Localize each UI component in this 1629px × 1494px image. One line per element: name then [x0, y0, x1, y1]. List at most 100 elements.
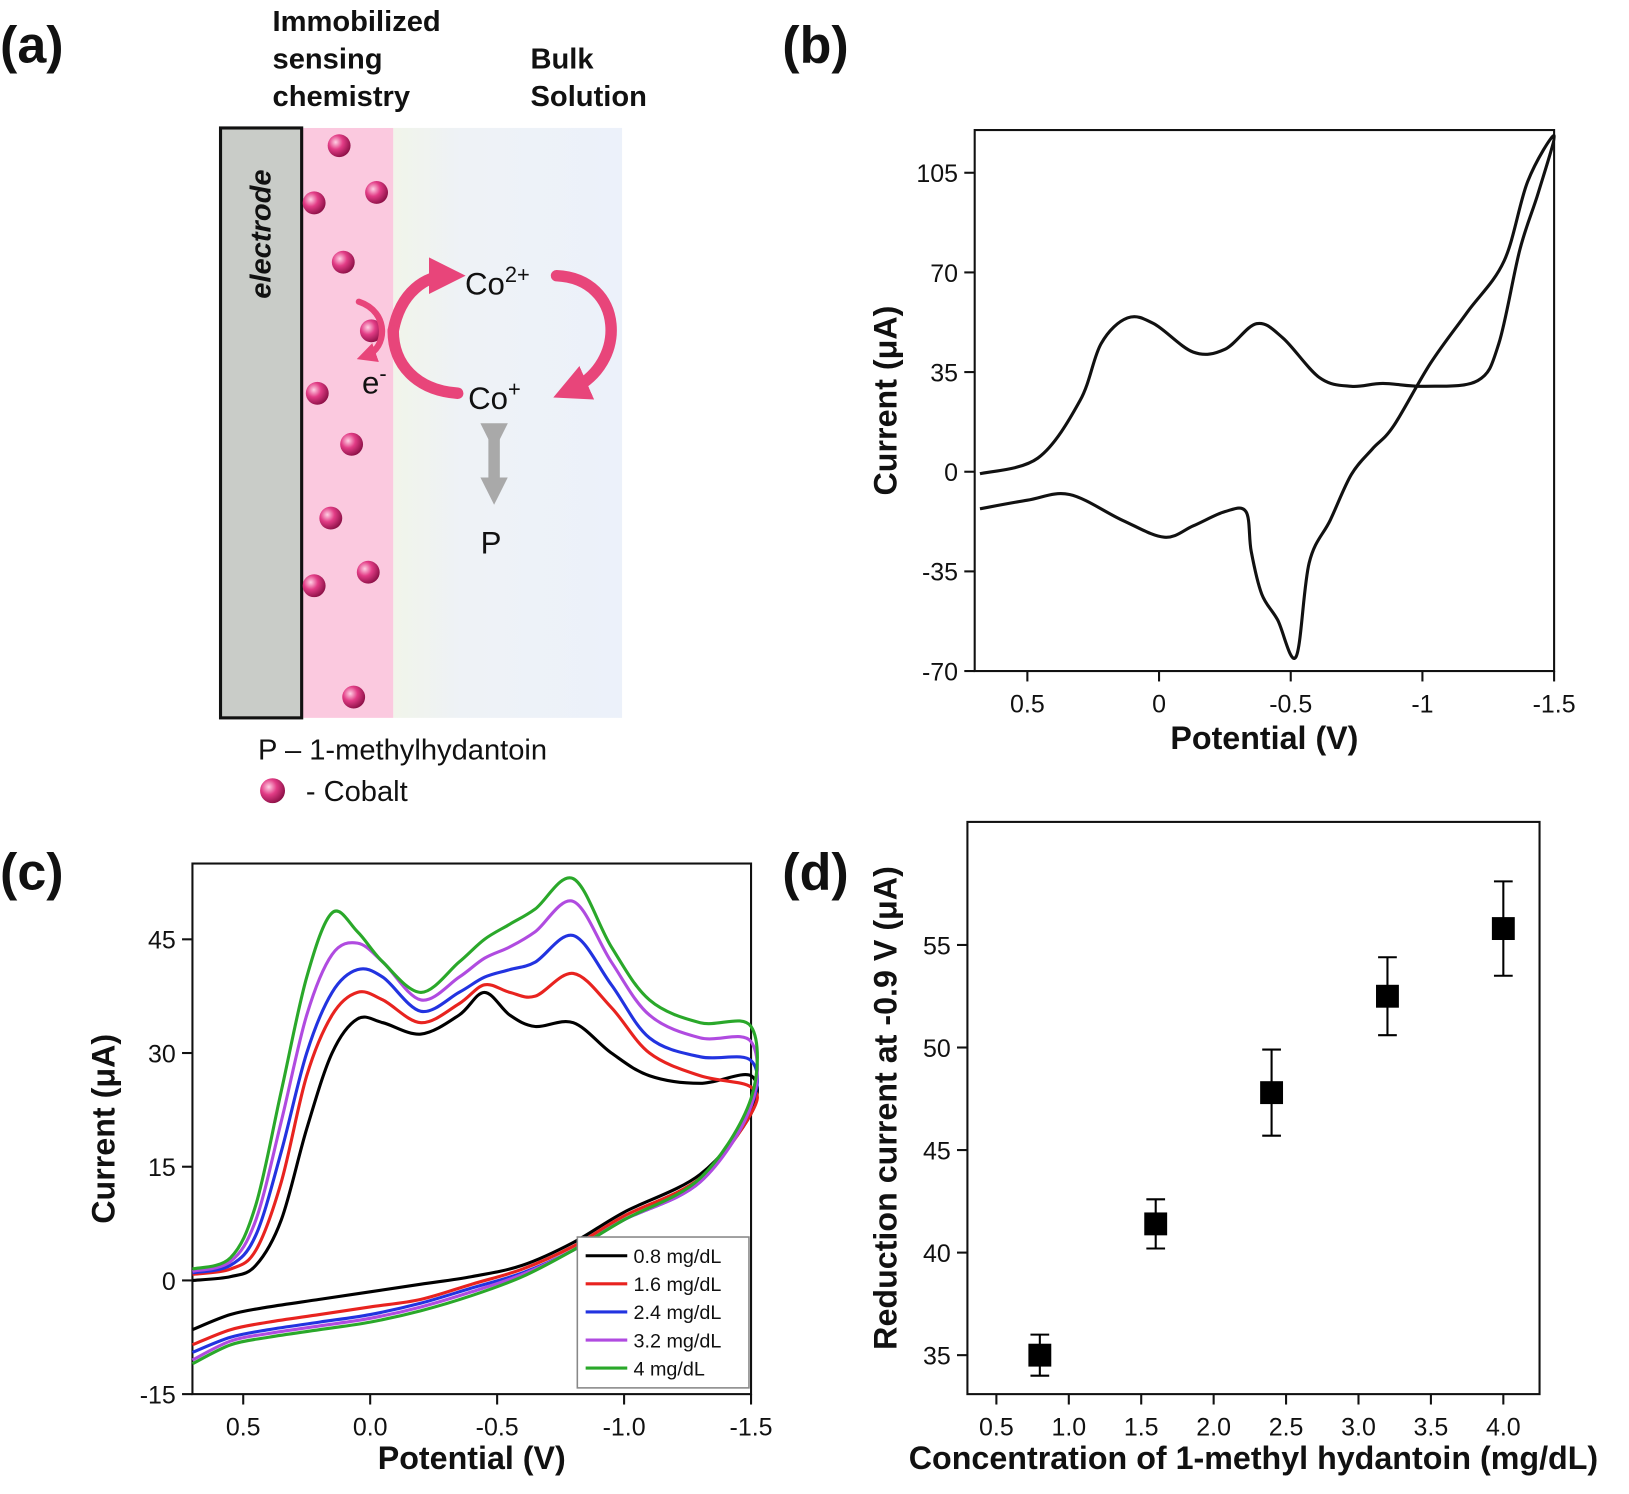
diagram: (a) Immobilized sensing chemistry Bulk S… — [0, 6, 647, 808]
y-tick-label: 70 — [930, 260, 958, 288]
chart: (c) 0.5 0.0 -0.5 -1.0 -1.5 -15 0 15 30 45 Potential… — [0, 844, 773, 1477]
legend-label: 1.6 mg/dL — [634, 1274, 722, 1296]
region-label: chemistry — [273, 81, 411, 113]
y-tick-label: 45 — [148, 927, 176, 955]
legend-label: 4 mg/dL — [634, 1358, 705, 1380]
electrode-label: electrode — [245, 169, 277, 298]
region-label: Solution — [531, 81, 647, 113]
cobalt-dot — [302, 191, 326, 215]
x-tick-label: 0.5 — [226, 1414, 261, 1442]
species-label: Co+ — [468, 376, 521, 415]
cobalt-dot — [359, 319, 383, 343]
y-tick-label: 50 — [923, 1035, 951, 1063]
x-tick-label: 4.0 — [1486, 1414, 1521, 1442]
cobalt-dot — [327, 134, 351, 158]
curve — [191, 899, 759, 1362]
redox-arrows — [355, 257, 617, 400]
arrow — [387, 257, 466, 337]
marker — [1028, 1343, 1052, 1367]
arrow — [355, 298, 386, 362]
legend-text: - Cobalt — [306, 776, 408, 808]
arrow — [550, 269, 617, 400]
bulk-region — [393, 127, 623, 718]
x-axis-title: Potential (V) — [378, 1440, 566, 1476]
curve — [191, 990, 759, 1332]
y-tick-label: 0 — [162, 1268, 176, 1296]
species-base: e — [362, 365, 379, 400]
plot-frame — [191, 862, 753, 1396]
x-tick-label: -1 — [1411, 691, 1433, 719]
y-tick-label: 45 — [923, 1137, 951, 1165]
cobalt-dot — [302, 574, 326, 598]
panel-label: (c) — [0, 844, 64, 902]
species-base: Co — [465, 266, 505, 301]
y-tick-label: -15 — [140, 1381, 176, 1409]
y-tick-label: 40 — [923, 1240, 951, 1268]
x-tick-label: 0 — [1152, 691, 1166, 719]
cobalt-dot — [319, 506, 343, 530]
y-tick-label: 30 — [148, 1040, 176, 1068]
x-tick-label: 2.5 — [1269, 1414, 1304, 1442]
curve — [191, 971, 759, 1347]
cobalt-dot — [340, 432, 364, 456]
panel-label: (d) — [782, 844, 848, 902]
plot-frame — [966, 820, 1541, 1396]
y-tick-label: 55 — [923, 932, 951, 960]
y-axis-title: Reduction current at -0.9 V (μA) — [868, 866, 904, 1350]
cobalt-dot — [356, 560, 380, 584]
y-tick-label: 35 — [930, 359, 958, 387]
cobalt-dot — [331, 250, 355, 274]
y-tick-label: 35 — [923, 1343, 951, 1371]
curve — [191, 876, 759, 1366]
electrode — [218, 126, 304, 720]
y-tick-label: -70 — [922, 658, 958, 686]
x-tick-label: 0.5 — [1010, 691, 1045, 719]
sensing-layer — [301, 127, 394, 718]
legend-text: P – 1-methylhydantoin — [258, 734, 547, 766]
species-label: Co2+ — [465, 262, 530, 301]
cobalt-dot — [305, 381, 329, 405]
panel-label: (a) — [0, 16, 64, 74]
x-axis-title: Concentration of 1-methyl hydantoin (mg/… — [909, 1440, 1598, 1476]
y-tick-label: -35 — [922, 559, 958, 587]
y-axis-title: Current (μA) — [85, 1034, 121, 1224]
plot-frame — [973, 129, 1556, 673]
chart: (d) 0.5 1.0 1.5 2.0 2.5 3.0 3.5 4.0 35 40 45 50 55 Con… — [782, 820, 1598, 1476]
x-tick-label: -0.5 — [476, 1414, 519, 1442]
cobalt-dot — [342, 685, 366, 709]
x-tick-label: 3.5 — [1414, 1414, 1449, 1442]
legend-dot — [260, 778, 286, 804]
species-label: e- — [362, 361, 387, 400]
marker — [1491, 917, 1515, 941]
marker — [1144, 1212, 1168, 1236]
species-sup: - — [379, 361, 386, 386]
panel-label: (b) — [782, 16, 848, 74]
x-tick-label: 2.0 — [1196, 1414, 1231, 1442]
x-tick-label: -1.5 — [1533, 691, 1576, 719]
x-tick-label: -1.0 — [603, 1414, 646, 1442]
legend-label: 2.4 mg/dL — [634, 1302, 722, 1324]
x-tick-label: 0.0 — [353, 1414, 388, 1442]
species-sup: + — [508, 376, 521, 401]
y-tick-label: 0 — [944, 459, 958, 487]
x-tick-label: 1.0 — [1051, 1414, 1086, 1442]
cobalt-dots — [302, 134, 389, 709]
x-tick-label: 1.5 — [1124, 1414, 1159, 1442]
y-tick-label: 105 — [916, 160, 958, 188]
y-tick-label: 15 — [148, 1154, 176, 1182]
legend: 0.8 mg/dL 1.6 mg/dL 2.4 mg/dL 3.2 mg/dL 4 mg… — [576, 1236, 750, 1389]
x-tick-label: 0.5 — [979, 1414, 1014, 1442]
region-label: Immobilized — [273, 6, 441, 38]
legend-label: 3.2 mg/dL — [634, 1330, 722, 1352]
legend-label: 0.8 mg/dL — [634, 1246, 722, 1268]
species-label: P — [481, 525, 502, 560]
region-label: Bulk — [531, 44, 595, 76]
y-axis-title: Current (μA) — [868, 306, 904, 496]
marker — [1376, 984, 1399, 1008]
cobalt-dot — [365, 181, 389, 204]
x-tick-label: -1.5 — [730, 1414, 773, 1442]
marker — [1260, 1081, 1284, 1105]
x-tick-label: 3.0 — [1341, 1414, 1376, 1442]
